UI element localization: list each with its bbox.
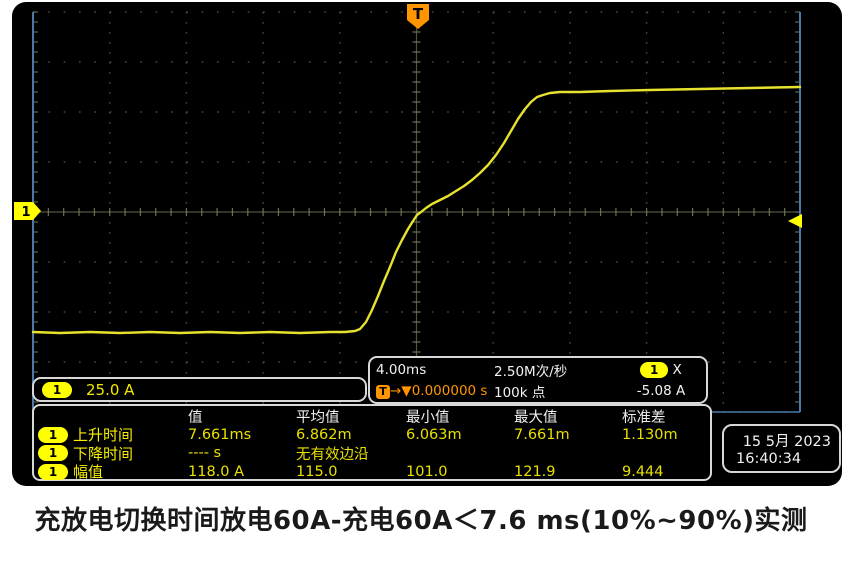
meas-row2-label-text: 下降时间 — [73, 444, 134, 463]
trigger-t-icon: T — [376, 384, 390, 399]
measurements-panel[interactable]: 值 平均值 最小值 最大值 标准差 1 上升时间 7.661ms 6.862m … — [32, 404, 712, 481]
amplitude-value: 118.0 A — [188, 463, 245, 480]
trigger-slope-symbol: X — [672, 361, 682, 378]
time-value: 16:40:34 — [736, 451, 802, 467]
channel1-scale-box[interactable]: 1 25.0 A — [32, 377, 367, 402]
rise-time-min: 6.063m — [406, 426, 462, 443]
trigger-position-value: 0.000000 s — [411, 382, 488, 399]
amplitude-mean: 115.0 — [296, 463, 338, 480]
rise-time-mean: 6.862m — [296, 426, 352, 443]
record-length-value: 100k 点 — [494, 384, 546, 401]
meas-row3-badge: 1 — [38, 463, 68, 480]
trigger-source-readout: 1 X — [622, 361, 700, 378]
channel1-waveform — [31, 85, 802, 335]
channel1-reference-marker[interactable]: 1 — [14, 202, 41, 220]
channel1-badge: 1 — [42, 381, 72, 398]
trigger-level-arrow-icon[interactable] — [788, 214, 802, 228]
meas-row-rise-time-label[interactable]: 1 上升时间 — [38, 424, 188, 445]
amplitude-stddev: 9.444 — [622, 463, 664, 480]
rise-time-max: 7.661m — [514, 426, 570, 443]
trigger-position-readout: T →▼0.000000 s — [376, 383, 494, 399]
amplitude-min: 101.0 — [406, 463, 448, 480]
timebase-value: 4.00ms — [376, 361, 427, 378]
meas-row1-badge: 1 — [38, 426, 68, 443]
meas-header-value: 值 — [188, 409, 203, 426]
figure-caption: 充放电切换时间放电60A-充电60A＜7.6 ms(10%~90%)实测 — [34, 506, 808, 536]
meas-header-min: 最小值 — [406, 409, 450, 426]
channel1-scale-value: 25.0 A — [86, 380, 135, 399]
trigger-position-marker[interactable]: T — [407, 4, 429, 29]
meas-row2-badge: 1 — [38, 445, 68, 462]
date-value: 15 5月 2023 — [742, 434, 831, 450]
trigger-level-value: -5.08 A — [636, 382, 686, 399]
meas-header-max: 最大值 — [514, 409, 558, 426]
fall-time-mean: 无有效边沿 — [296, 446, 369, 463]
meas-row-amplitude-label[interactable]: 1 幅值 — [38, 461, 188, 482]
datetime-box: 15 5月 2023 16:40:34 — [722, 424, 841, 473]
amplitude-max: 121.9 — [514, 463, 556, 480]
trigger-source-badge: 1 — [640, 361, 669, 378]
trigger-position-marker-label: T — [413, 5, 424, 23]
meas-header-stddev: 标准差 — [622, 409, 666, 426]
meas-row-fall-time-label[interactable]: 1 下降时间 — [38, 443, 188, 464]
meas-header-mean: 平均值 — [296, 409, 340, 426]
meas-row1-label-text: 上升时间 — [73, 426, 134, 445]
channel1-reference-marker-label: 1 — [21, 205, 30, 220]
rise-time-value: 7.661ms — [188, 426, 252, 443]
sample-rate-value: 2.50M次/秒 — [494, 363, 568, 380]
rise-time-stddev: 1.130m — [622, 426, 678, 443]
meas-row3-label-text: 幅值 — [73, 463, 104, 482]
trigger-arrow-icon: →▼ — [390, 382, 412, 399]
timebase-trigger-box[interactable]: 4.00ms 2.50M次/秒 1 X T →▼0.000000 s 100k 点… — [368, 356, 708, 404]
fall-time-value: ---- s — [188, 445, 222, 462]
